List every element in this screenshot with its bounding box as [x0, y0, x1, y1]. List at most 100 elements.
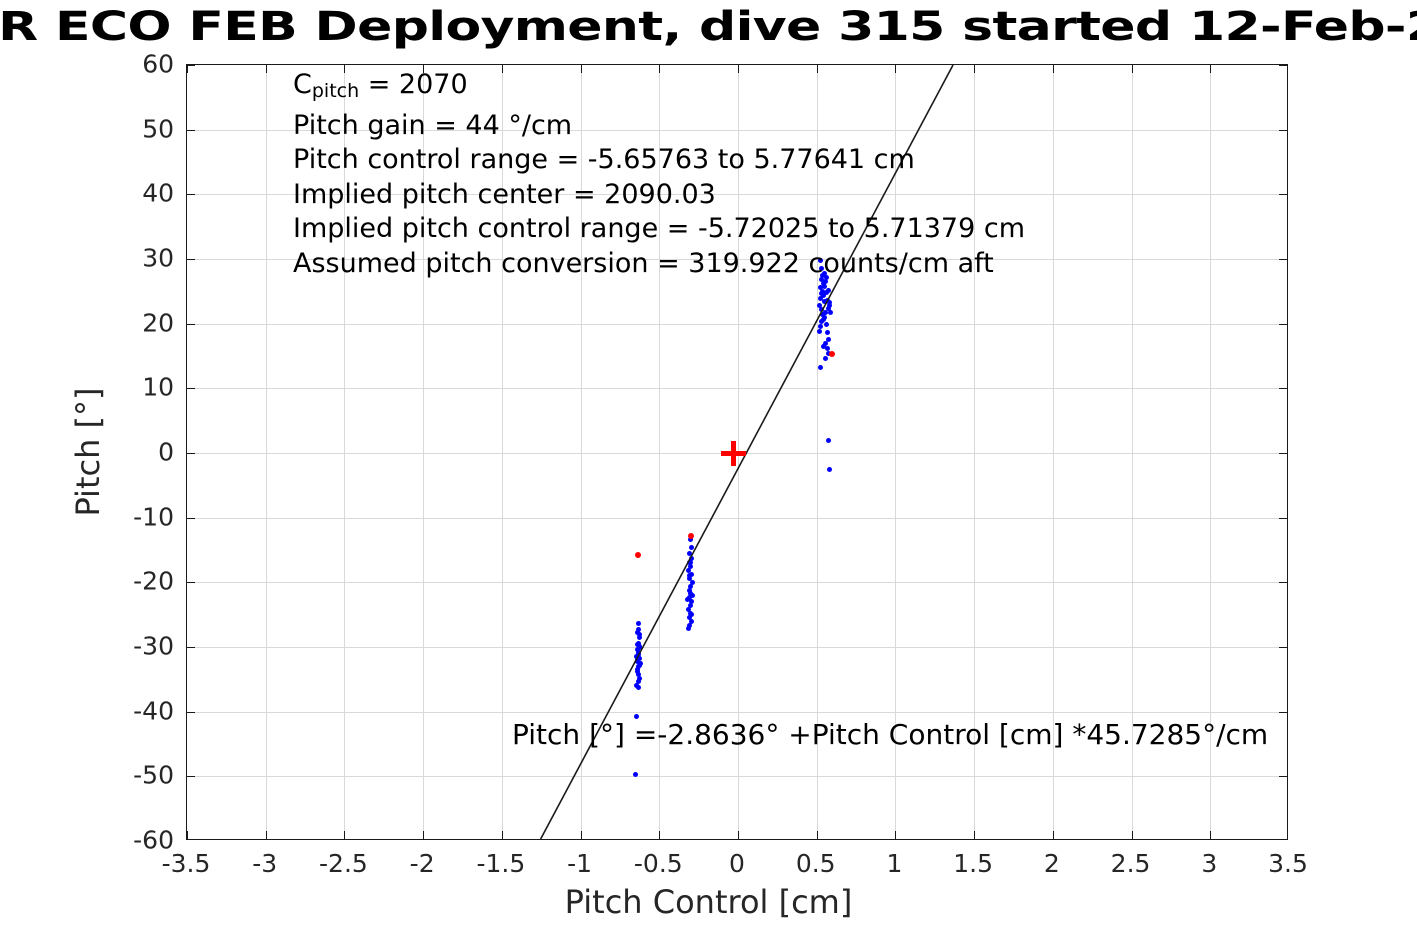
- annotation-c-value: = 2070: [359, 69, 468, 100]
- fit-line: [539, 65, 954, 839]
- x-axis-tick-top: [1210, 65, 1212, 73]
- y-axis-tick: [187, 647, 195, 648]
- x-axis-tick-top: [187, 65, 188, 73]
- x-tick-label: 2.5: [1110, 849, 1151, 878]
- y-axis-tick-right: [1279, 129, 1287, 131]
- x-axis-tick-top: [974, 65, 976, 73]
- y-tick-label: 0: [158, 437, 174, 467]
- y-axis-tick-right: [1279, 517, 1287, 519]
- x-tick-label: -2: [409, 849, 435, 878]
- annotation-c-subscript: pitch: [311, 80, 360, 102]
- x-axis-tick: [1131, 831, 1133, 839]
- y-tick-label: 50: [142, 114, 174, 144]
- y-axis-tick: [187, 65, 195, 66]
- annotation-line-pitch-gain: Pitch gain = 44 °/cm: [293, 109, 573, 141]
- gridline-vertical: [580, 65, 582, 839]
- y-axis-tick-right: [1279, 776, 1287, 778]
- x-tick-label: -2.5: [319, 849, 368, 878]
- gridline-horizontal: [187, 647, 1287, 648]
- gridline-horizontal: [187, 194, 1287, 196]
- x-axis-tick: [1210, 831, 1212, 839]
- x-axis-tick: [187, 831, 188, 839]
- gridline-vertical: [501, 65, 503, 839]
- gridline-horizontal: [187, 582, 1287, 584]
- y-axis-tick-right: [1279, 453, 1287, 454]
- gridline-vertical: [1052, 65, 1054, 839]
- x-tick-label: -1: [567, 849, 593, 878]
- annotation-line-assumed-pitch-conversion: Assumed pitch conversion = 319.922 count…: [293, 247, 994, 279]
- gridline-vertical: [974, 65, 976, 839]
- annotation-line-implied-pitch-center: Implied pitch center = 2090.03: [293, 178, 716, 210]
- y-axis-tick: [187, 323, 195, 325]
- y-tick-label: 30: [142, 243, 174, 273]
- x-tick-label: 3.5: [1268, 849, 1308, 878]
- x-tick-label: -1.5: [476, 849, 526, 878]
- x-axis-tick: [738, 831, 739, 839]
- x-axis-tick-top: [423, 65, 425, 73]
- x-axis-tick-top: [1131, 65, 1133, 73]
- gridline-vertical: [265, 65, 267, 839]
- y-axis-tick-right: [1279, 388, 1287, 390]
- y-axis-tick: [187, 582, 195, 584]
- y-tick-label: -50: [133, 760, 174, 790]
- x-axis-tick-top: [895, 65, 897, 73]
- x-axis-tick: [974, 831, 976, 839]
- x-tick-label: -3.5: [161, 849, 211, 878]
- x-axis-tick-top: [265, 65, 267, 73]
- gridline-horizontal: [187, 517, 1287, 519]
- x-axis-tick-top: [738, 65, 739, 73]
- y-axis-tick-right: [1279, 259, 1287, 260]
- y-tick-label: -10: [133, 502, 174, 532]
- y-axis-tick-right: [1279, 65, 1287, 66]
- y-axis-tick: [187, 517, 195, 519]
- x-axis-tick: [501, 831, 503, 839]
- annotation-c-symbol: C: [293, 69, 312, 100]
- y-axis-tick: [187, 776, 195, 778]
- x-axis-tick-top: [659, 65, 661, 73]
- y-axis-tick: [187, 194, 195, 196]
- y-axis-tick-right: [1279, 647, 1287, 648]
- y-tick-label: 60: [142, 49, 174, 79]
- gridline-horizontal: [187, 711, 1287, 713]
- x-tick-label: -0.5: [633, 849, 683, 878]
- y-tick-label: 20: [142, 308, 174, 338]
- y-axis-tick: [187, 711, 195, 713]
- x-axis-tick-top: [1052, 65, 1054, 73]
- gridline-horizontal: [187, 259, 1287, 260]
- gridline-horizontal: [187, 388, 1287, 390]
- x-axis-tick-top: [344, 65, 346, 73]
- x-axis-tick-top: [580, 65, 582, 73]
- y-tick-label: -40: [133, 696, 174, 726]
- gridline-vertical: [895, 65, 897, 839]
- y-axis-tick: [187, 259, 195, 260]
- x-axis-tick: [659, 831, 661, 839]
- x-axis-label: Pitch Control [cm]: [564, 883, 853, 921]
- gridline-vertical: [1131, 65, 1133, 839]
- x-axis-tick: [816, 831, 818, 839]
- annotation-line-pitch-counts: Cpitch = 2070: [293, 68, 1025, 109]
- y-axis-tick-right: [1279, 323, 1287, 325]
- annotation-text-block: Cpitch = 2070 Pitch gain = 44 °/cm Pitch…: [293, 68, 1025, 281]
- x-tick-label: 1: [886, 849, 903, 878]
- y-axis-tick-right: [1279, 582, 1287, 584]
- x-tick-label: 0.5: [795, 849, 836, 878]
- gridline-vertical: [659, 65, 661, 839]
- gridline-vertical: [344, 65, 346, 839]
- gridline-horizontal: [187, 323, 1287, 325]
- y-tick-label: -20: [133, 566, 174, 596]
- x-axis-tick: [895, 831, 897, 839]
- y-tick-label: 40: [142, 178, 174, 208]
- x-tick-label: 0: [729, 849, 745, 878]
- gridline-vertical: [423, 65, 425, 839]
- y-axis-tick: [187, 129, 195, 131]
- x-tick-label: 2: [1043, 849, 1060, 878]
- x-axis-tick-top: [816, 65, 818, 73]
- origin-marker-vertical: [730, 440, 736, 466]
- x-axis-tick: [423, 831, 425, 839]
- annotation-line-pitch-control-range: Pitch control range = -5.65763 to 5.7764…: [293, 144, 915, 175]
- x-axis-tick: [265, 831, 267, 839]
- y-tick-label: -30: [133, 631, 174, 661]
- x-axis-tick: [1052, 831, 1054, 839]
- y-axis-tick: [187, 388, 195, 390]
- x-axis-tick: [344, 831, 346, 839]
